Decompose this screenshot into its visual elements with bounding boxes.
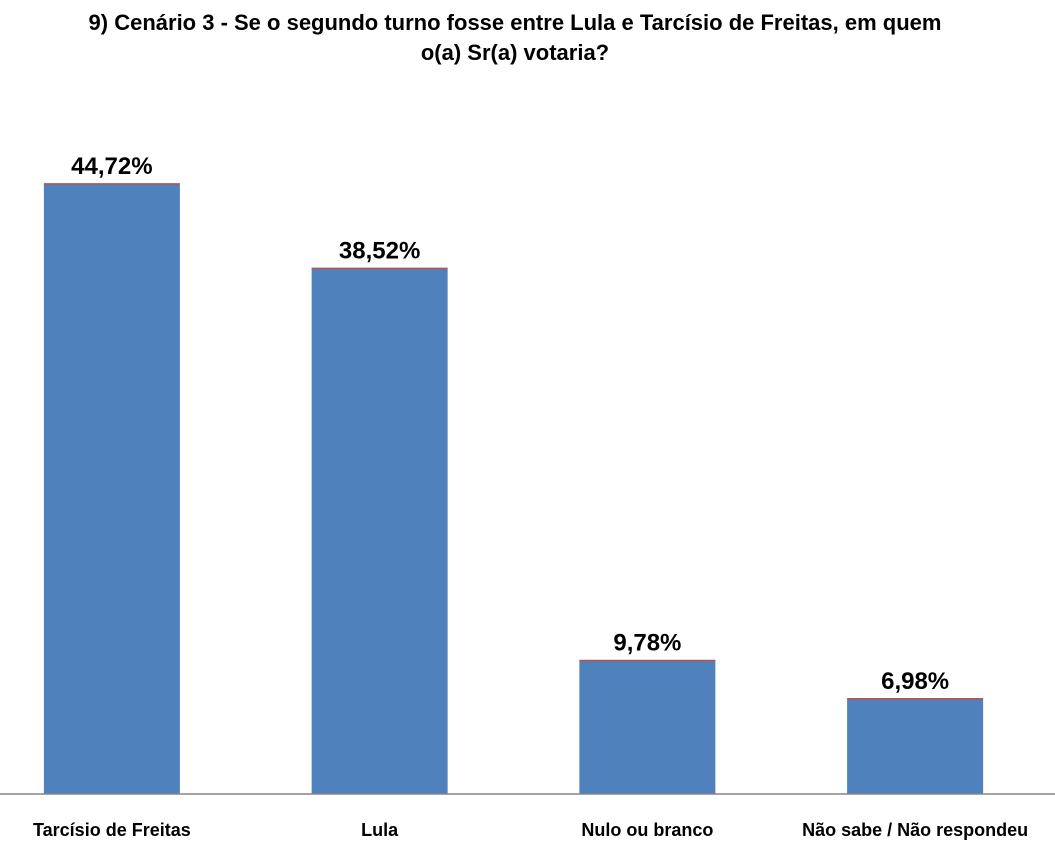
category-label: Tarcísio de Freitas: [33, 820, 191, 840]
data-label: 38,52%: [339, 237, 420, 264]
bars-layer: [43, 183, 984, 795]
category-label: Lula: [361, 820, 399, 840]
category-label: Nulo ou branco: [581, 820, 713, 840]
bar: [579, 660, 716, 794]
category-label: Não sabe / Não respondeu: [802, 820, 1028, 840]
category-labels-layer: Tarcísio de Freitas Lula Nulo ou branco Não…: [33, 820, 1028, 840]
chart-title: 9) Cenário 3 - Se o segundo turno fosse …: [88, 10, 942, 65]
bar: [43, 183, 180, 795]
bar: [311, 268, 448, 794]
data-label: 6,98%: [881, 668, 949, 695]
bar: [847, 698, 984, 794]
data-label: 44,72%: [71, 153, 152, 180]
data-labels-layer: 44,72% 38,52% 9,78% 6,98%: [71, 153, 949, 695]
data-label: 9,78%: [613, 630, 681, 657]
